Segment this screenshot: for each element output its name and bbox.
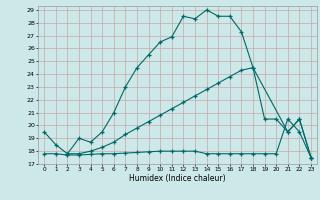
X-axis label: Humidex (Indice chaleur): Humidex (Indice chaleur) (129, 174, 226, 183)
